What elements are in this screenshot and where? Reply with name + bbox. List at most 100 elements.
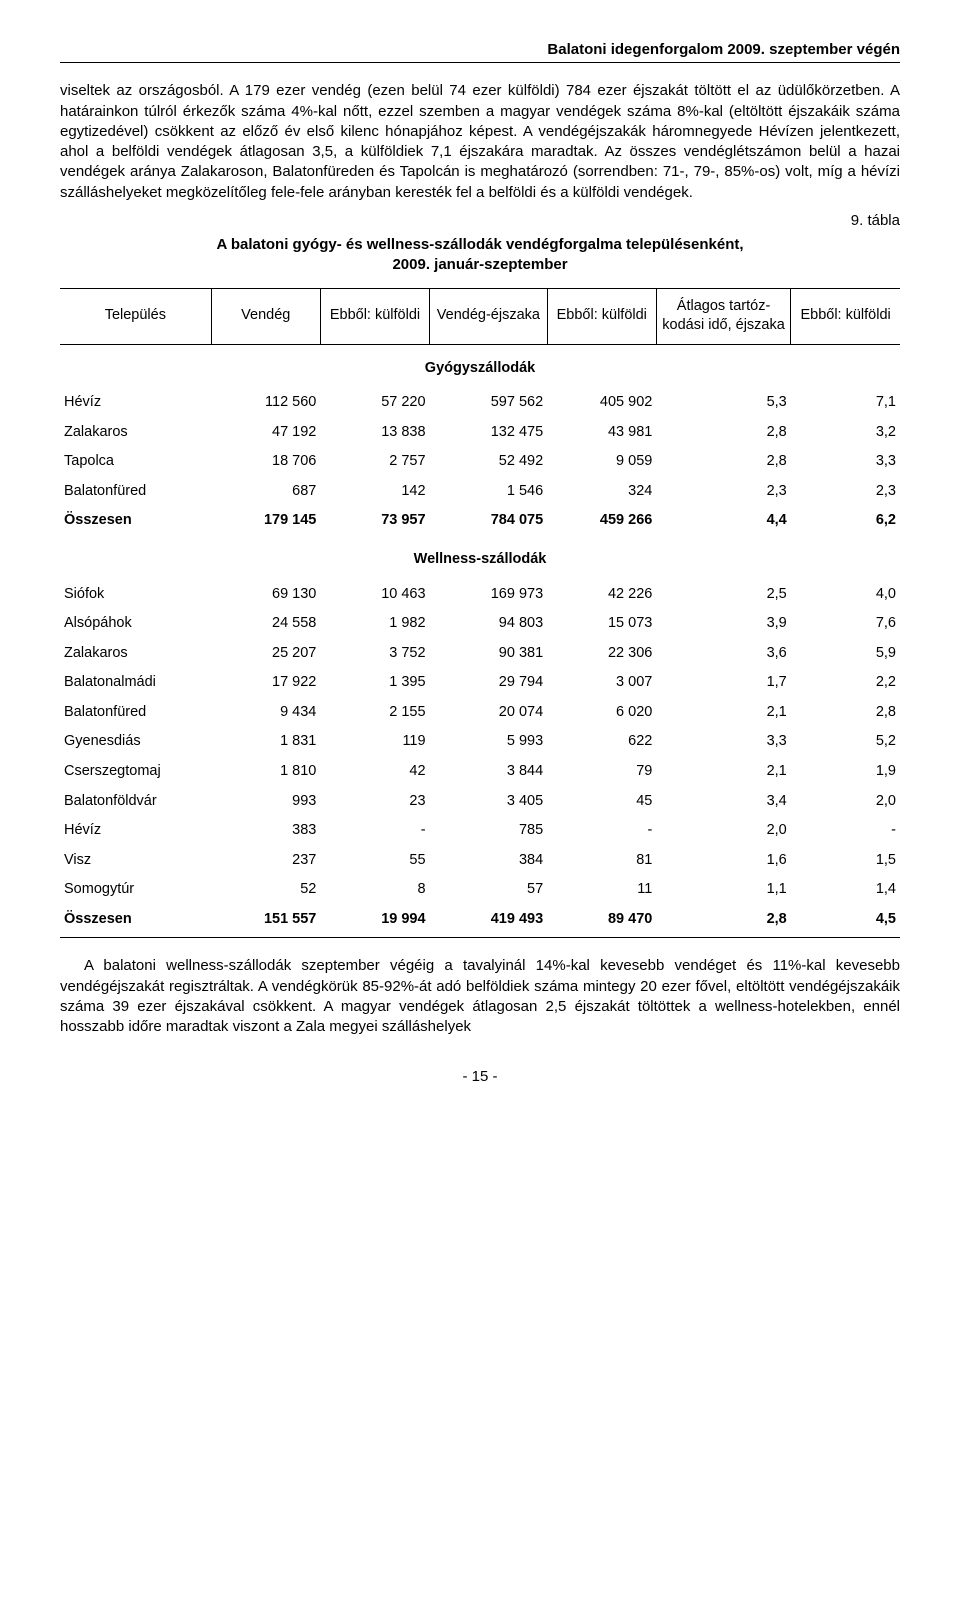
cell: 1,6 (656, 846, 790, 876)
cell-label: Zalakaros (60, 639, 211, 669)
cell: 2,0 (791, 787, 900, 817)
table-row: Balatonföldvár993233 405453,42,0 (60, 787, 900, 817)
cell: 42 (320, 757, 429, 787)
cell: 52 (211, 875, 320, 905)
col-header-vendegej: Vendég-éjszaka (430, 288, 548, 344)
cell-label: Gyenesdiás (60, 727, 211, 757)
cell: 69 130 (211, 580, 320, 610)
cell: 73 957 (320, 506, 429, 536)
cell: 785 (430, 816, 548, 846)
cell: 687 (211, 477, 320, 507)
section1-label: Gyógyszállodák (60, 344, 900, 388)
cell: 17 922 (211, 668, 320, 698)
cell-label: Balatonfüred (60, 477, 211, 507)
cell: 3,6 (656, 639, 790, 669)
cell: 993 (211, 787, 320, 817)
section-heading-row: Gyógyszállodák (60, 344, 900, 388)
cell-label: Zalakaros (60, 418, 211, 448)
cell: 112 560 (211, 388, 320, 418)
cell: 11 (547, 875, 656, 905)
cell: 3 007 (547, 668, 656, 698)
cell: 89 470 (547, 905, 656, 938)
cell: 94 803 (430, 609, 548, 639)
cell: 9 434 (211, 698, 320, 728)
cell: 5,2 (791, 727, 900, 757)
cell: 2,2 (791, 668, 900, 698)
cell: 79 (547, 757, 656, 787)
cell-label: Alsópáhok (60, 609, 211, 639)
cell: 405 902 (547, 388, 656, 418)
cell: 1 546 (430, 477, 548, 507)
table-row: Tapolca18 7062 75752 4929 0592,83,3 (60, 447, 900, 477)
cell: 5 993 (430, 727, 548, 757)
cell: 2,1 (656, 757, 790, 787)
cell: 119 (320, 727, 429, 757)
cell: 597 562 (430, 388, 548, 418)
cell-label: Hévíz (60, 816, 211, 846)
cell: 237 (211, 846, 320, 876)
data-table: Település Vendég Ebből: külföldi Vendég-… (60, 288, 900, 939)
cell: 2,1 (656, 698, 790, 728)
total-row: Összesen151 55719 994419 49389 4702,84,5 (60, 905, 900, 938)
cell: - (791, 816, 900, 846)
cell: 29 794 (430, 668, 548, 698)
table-row: Gyenesdiás1 8311195 9936223,35,2 (60, 727, 900, 757)
cell: 5,3 (656, 388, 790, 418)
cell: 179 145 (211, 506, 320, 536)
table-row: Hévíz112 56057 220597 562405 9025,37,1 (60, 388, 900, 418)
cell-label: Hévíz (60, 388, 211, 418)
cell: 2,8 (791, 698, 900, 728)
cell-label: Somogytúr (60, 875, 211, 905)
cell: 2,8 (656, 447, 790, 477)
cell: 4,4 (656, 506, 790, 536)
table-row: Siófok69 13010 463169 97342 2262,54,0 (60, 580, 900, 610)
table-row: Balatonfüred6871421 5463242,32,3 (60, 477, 900, 507)
cell: 5,9 (791, 639, 900, 669)
cell: - (320, 816, 429, 846)
cell: 7,6 (791, 609, 900, 639)
table-row: Zalakaros47 19213 838132 47543 9812,83,2 (60, 418, 900, 448)
cell: 81 (547, 846, 656, 876)
cell-label: Balatonföldvár (60, 787, 211, 817)
cell: 55 (320, 846, 429, 876)
cell: 459 266 (547, 506, 656, 536)
cell: 7,1 (791, 388, 900, 418)
cell: 324 (547, 477, 656, 507)
cell: 57 220 (320, 388, 429, 418)
cell-label: Cserszegtomaj (60, 757, 211, 787)
cell: 384 (430, 846, 548, 876)
cell-label: Összesen (60, 506, 211, 536)
cell: 2 757 (320, 447, 429, 477)
cell: 57 (430, 875, 548, 905)
cell: 1 982 (320, 609, 429, 639)
cell-label: Balatonfüred (60, 698, 211, 728)
cell: 2,0 (656, 816, 790, 846)
table-title-line2: 2009. január-szeptember (392, 256, 567, 273)
cell: 2 155 (320, 698, 429, 728)
cell: 1,7 (656, 668, 790, 698)
cell: - (547, 816, 656, 846)
table-row: Balatonfüred9 4342 15520 0746 0202,12,8 (60, 698, 900, 728)
cell: 10 463 (320, 580, 429, 610)
cell-label: Siófok (60, 580, 211, 610)
section-heading-row: Wellness-szállodák (60, 536, 900, 580)
cell: 1,4 (791, 875, 900, 905)
cell: 1,5 (791, 846, 900, 876)
cell: 8 (320, 875, 429, 905)
cell: 13 838 (320, 418, 429, 448)
cell: 132 475 (430, 418, 548, 448)
table-row: Zalakaros25 2073 75290 38122 3063,65,9 (60, 639, 900, 669)
cell: 3 752 (320, 639, 429, 669)
cell: 1 810 (211, 757, 320, 787)
page-header: Balatoni idegenforgalom 2009. szeptember… (60, 40, 900, 63)
cell: 15 073 (547, 609, 656, 639)
table-number-label: 9. tábla (60, 211, 900, 231)
table-row: Visz23755384811,61,5 (60, 846, 900, 876)
cell: 4,5 (791, 905, 900, 938)
table-row: Hévíz383-785-2,0- (60, 816, 900, 846)
table-row: Balatonalmádi17 9221 39529 7943 0071,72,… (60, 668, 900, 698)
cell: 2,8 (656, 905, 790, 938)
cell: 169 973 (430, 580, 548, 610)
cell: 784 075 (430, 506, 548, 536)
cell: 2,5 (656, 580, 790, 610)
